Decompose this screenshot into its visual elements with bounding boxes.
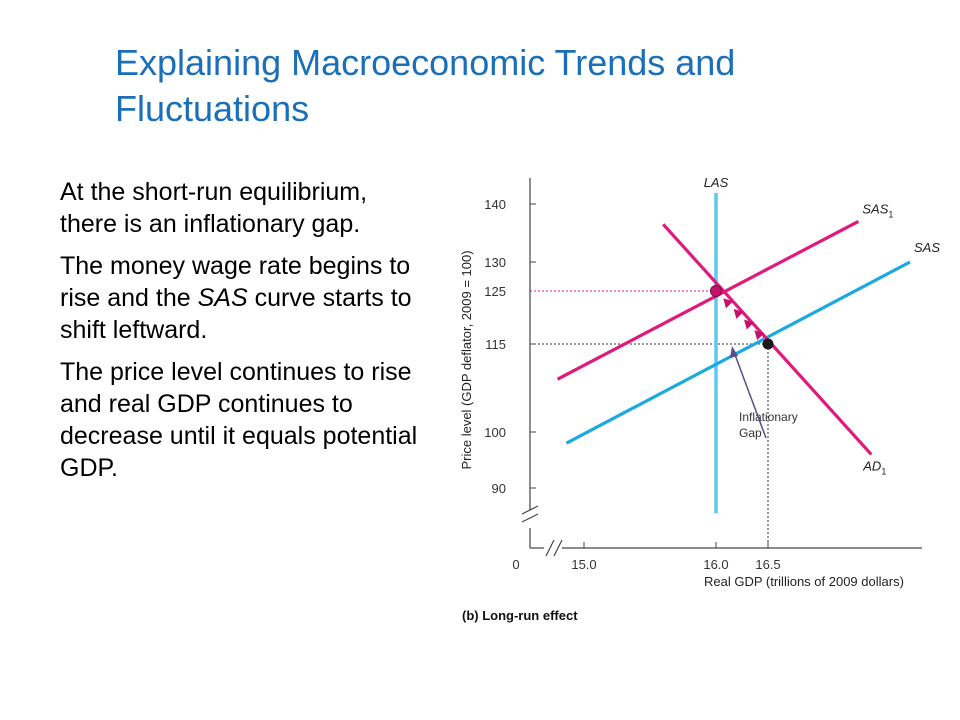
- x-axis-label: Real GDP (trillions of 2009 dollars): [704, 574, 904, 589]
- body-text: At the short-run equilibrium, there is a…: [60, 176, 420, 494]
- guide-lines: [530, 290, 769, 548]
- paragraph-money-wage-start: The money wage rate begins to rise and t…: [60, 252, 411, 312]
- ad-arrowhead-1: [754, 330, 765, 341]
- y-axis-label: Price level (GDP deflator, 2009 = 100): [459, 250, 474, 469]
- y-tick-label-130: 130: [484, 255, 506, 270]
- curve-SAS0: [565, 260, 911, 445]
- paragraph-inflationary-gap: At the short-run equilibrium, there is a…: [60, 178, 368, 238]
- x-axis-break: [545, 539, 563, 557]
- annotation-line-2: Gap: [739, 426, 762, 440]
- y-tick-label-115: 115: [485, 337, 506, 352]
- annotation-arrow-line: [733, 351, 767, 439]
- curve-label-SAS0: SAS0: [914, 240, 940, 258]
- y-tick-label-140: 140: [484, 197, 506, 212]
- annotation-arrowhead: [730, 346, 738, 358]
- chart-caption: (b) Long-run effect: [462, 608, 578, 623]
- y-tick-label-125: 125: [484, 284, 506, 299]
- curve-SAS1: [556, 219, 860, 381]
- ad-arrowhead-2: [744, 319, 754, 330]
- origin-label: 0: [512, 557, 519, 572]
- x-tick-label-15.0: 15.0: [571, 557, 596, 572]
- annotation-line-1: Inflationary: [739, 410, 798, 424]
- paragraph-price-level: The price level continues to rise and re…: [60, 358, 418, 482]
- curve-label-AD1: AD1: [862, 458, 886, 476]
- sas-term: SAS: [197, 284, 248, 312]
- point-long-run-equilibrium: [710, 285, 722, 297]
- axes: [521, 178, 922, 557]
- paragraph-money-wage: The money wage rate begins to rise and t…: [60, 250, 420, 346]
- ad-arrowhead-3: [733, 308, 744, 319]
- y-tick-label-100: 100: [484, 425, 506, 440]
- slide-title: Explaining Macroeconomic Trends and Fluc…: [115, 42, 736, 129]
- y-tick-label-90: 90: [492, 481, 506, 496]
- x-tick-label-16.0: 16.0: [703, 557, 728, 572]
- paragraph-money-wage-end: curve starts to shift leftward.: [60, 284, 412, 344]
- labels: 90 100 115 125 130 140 15.0 16.0 16.5 0 Real GDP (…: [459, 175, 940, 623]
- y-axis-break: [521, 505, 539, 523]
- curves: [556, 193, 911, 514]
- ad-arrowhead-4: [723, 298, 734, 309]
- curve-label-LAS: LAS: [704, 175, 729, 190]
- long-run-effect-chart: 90 100 115 125 130 140 15.0 16.0 16.5 0 Real GDP (…: [459, 175, 940, 623]
- point-short-run-equilibrium: [762, 338, 774, 350]
- x-tick-label-16.5: 16.5: [755, 557, 780, 572]
- curve-label-SAS1: SAS1: [862, 201, 893, 219]
